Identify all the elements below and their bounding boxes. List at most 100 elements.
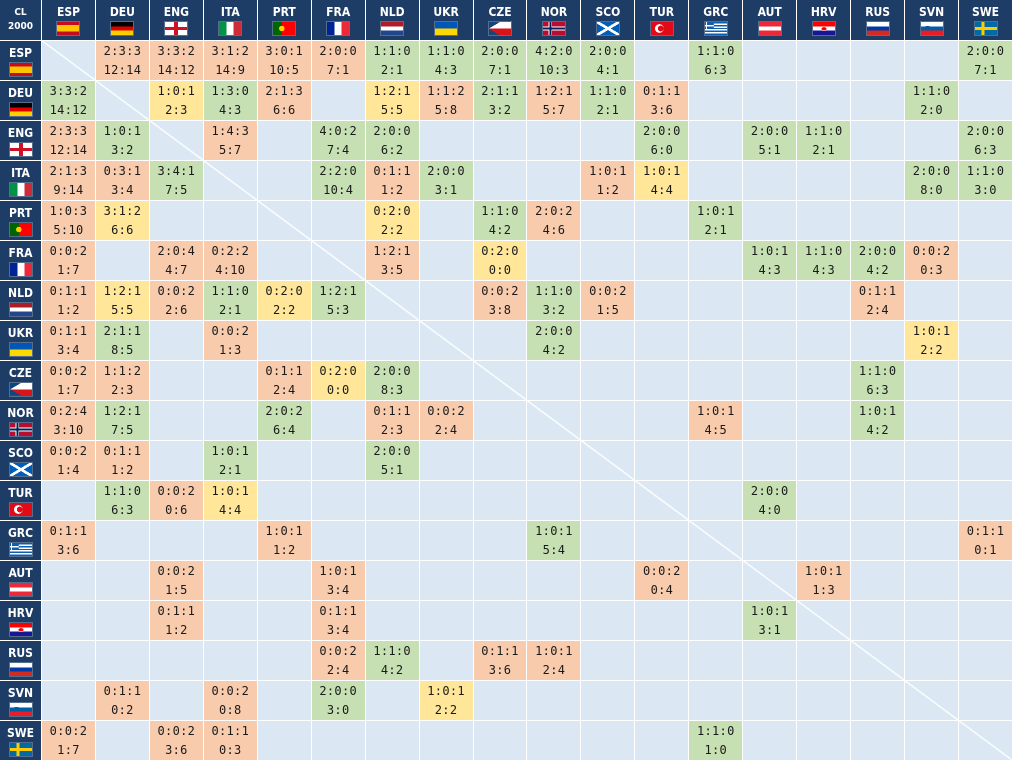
win-draw-loss: 0:0:2 (319, 643, 357, 658)
result-cell-eng-vs-hrv: 1:1:0 2:1 (797, 121, 851, 160)
empty-cell (959, 481, 1012, 520)
empty-cell (743, 721, 797, 760)
empty-cell (635, 441, 689, 480)
win-draw-loss: 4:2:0 (535, 43, 573, 58)
win-draw-loss: 3:4:1 (157, 163, 196, 178)
team-code: RUS (865, 5, 891, 19)
empty-cell (851, 201, 905, 240)
goals-for-against: 6:3 (974, 143, 997, 158)
column-header-rus: RUS (851, 0, 905, 40)
empty-cell (959, 681, 1012, 720)
empty-cell (257, 161, 311, 200)
goals-for-against: 4:3 (434, 63, 458, 78)
result-cell-nld-vs-ita: 1:1:0 2:1 (203, 281, 257, 320)
empty-cell (365, 481, 419, 520)
goals-for-against: 3:2 (111, 143, 134, 158)
win-draw-loss: 2:0:0 (750, 123, 789, 138)
goals-for-against: 4:4 (219, 503, 242, 518)
win-draw-loss: 1:1:0 (858, 363, 897, 378)
team-code: ENG (7, 125, 34, 140)
empty-cell (959, 281, 1012, 320)
goals-for-against: 0:0 (488, 263, 512, 278)
goals-for-against: 1:7 (57, 743, 80, 758)
result-cell-esp-vs-eng: 3:3:2 14:12 (149, 41, 203, 80)
goals-for-against: 2:4 (866, 303, 889, 318)
goals-for-against: 7:1 (974, 63, 997, 78)
empty-cell (311, 721, 365, 760)
result-cell-tur-vs-aut: 2:0:0 4:0 (743, 481, 797, 520)
goals-for-against: 0:1 (974, 543, 997, 558)
empty-cell (581, 241, 635, 280)
result-cell-ita-vs-ukr: 2:0:0 3:1 (419, 161, 473, 200)
empty-cell (149, 521, 203, 560)
empty-cell (905, 481, 959, 520)
win-draw-loss: 0:1:1 (49, 523, 88, 538)
team-code: UKR (433, 5, 459, 19)
flag-se-icon (974, 22, 997, 35)
win-draw-loss: 0:2:0 (481, 243, 519, 258)
win-draw-loss: 0:3:1 (103, 163, 142, 178)
team-code: PRT (272, 5, 296, 19)
empty-cell (365, 521, 419, 560)
diagonal-cell (365, 281, 419, 320)
empty-cell (743, 41, 797, 80)
team-code: SVN (918, 5, 945, 19)
goals-for-against: 14:12 (49, 103, 88, 118)
win-draw-loss: 3:3:2 (157, 43, 196, 58)
empty-cell (203, 601, 257, 640)
competition-label: CL (14, 7, 27, 18)
win-draw-loss: 0:1:1 (373, 403, 411, 418)
result-cell-nor-vs-prt: 2:0:2 6:4 (257, 401, 311, 440)
win-draw-loss: 2:0:2 (265, 403, 304, 418)
empty-cell (905, 201, 959, 240)
result-cell-tur-vs-eng: 0:0:2 0:6 (149, 481, 203, 520)
empty-cell (581, 401, 635, 440)
empty-cell (473, 441, 527, 480)
row-header-swe: SWE (0, 721, 41, 760)
column-header-prt: PRT (257, 0, 311, 40)
win-draw-loss: 0:0:2 (481, 283, 519, 298)
result-cell-aut-vs-fra: 1:0:1 3:4 (311, 561, 365, 600)
empty-cell (149, 441, 203, 480)
empty-cell (959, 601, 1012, 640)
empty-cell (689, 681, 743, 720)
goals-for-against: 6:0 (650, 143, 674, 158)
goals-for-against: 1:2 (380, 183, 404, 198)
goals-for-against: 4:3 (219, 103, 242, 118)
goals-for-against: 4:10 (215, 263, 246, 278)
result-cell-eng-vs-aut: 2:0:0 5:1 (743, 121, 797, 160)
empty-cell (797, 681, 851, 720)
win-draw-loss: 1:2:1 (103, 403, 142, 418)
empty-cell (473, 521, 527, 560)
empty-cell (797, 481, 851, 520)
goals-for-against: 10:5 (269, 63, 300, 78)
result-cell-hrv-vs-eng: 0:1:1 1:2 (149, 601, 203, 640)
goals-for-against: 3:6 (488, 663, 512, 678)
empty-cell (851, 681, 905, 720)
win-draw-loss: 1:0:3 (49, 203, 88, 218)
result-cell-ita-vs-sco: 1:0:1 1:2 (581, 161, 635, 200)
team-code: DEU (109, 5, 135, 19)
empty-cell (743, 401, 797, 440)
empty-cell (42, 561, 95, 600)
diagonal-cell (689, 521, 743, 560)
flag-sc-icon (596, 22, 619, 35)
result-cell-ita-vs-deu: 0:3:1 3:4 (95, 161, 149, 200)
empty-cell (581, 201, 635, 240)
column-header-tur: TUR (635, 0, 689, 40)
diagonal-cell (203, 161, 257, 200)
empty-cell (743, 321, 797, 360)
win-draw-loss: 1:0:1 (589, 163, 627, 178)
column-header-nld: NLD (365, 0, 419, 40)
result-cell-nld-vs-deu: 1:2:1 5:5 (95, 281, 149, 320)
team-code: HRV (7, 605, 34, 620)
row-header-esp: ESP (0, 41, 41, 80)
row-header-ukr: UKR (0, 321, 41, 360)
flag-at-icon (758, 22, 781, 35)
win-draw-loss: 1:1:0 (211, 283, 250, 298)
win-draw-loss: 1:0:1 (211, 443, 250, 458)
empty-cell (959, 241, 1012, 280)
team-code: TUR (649, 5, 675, 19)
empty-cell (905, 281, 959, 320)
goals-for-against: 2:0 (920, 103, 943, 118)
